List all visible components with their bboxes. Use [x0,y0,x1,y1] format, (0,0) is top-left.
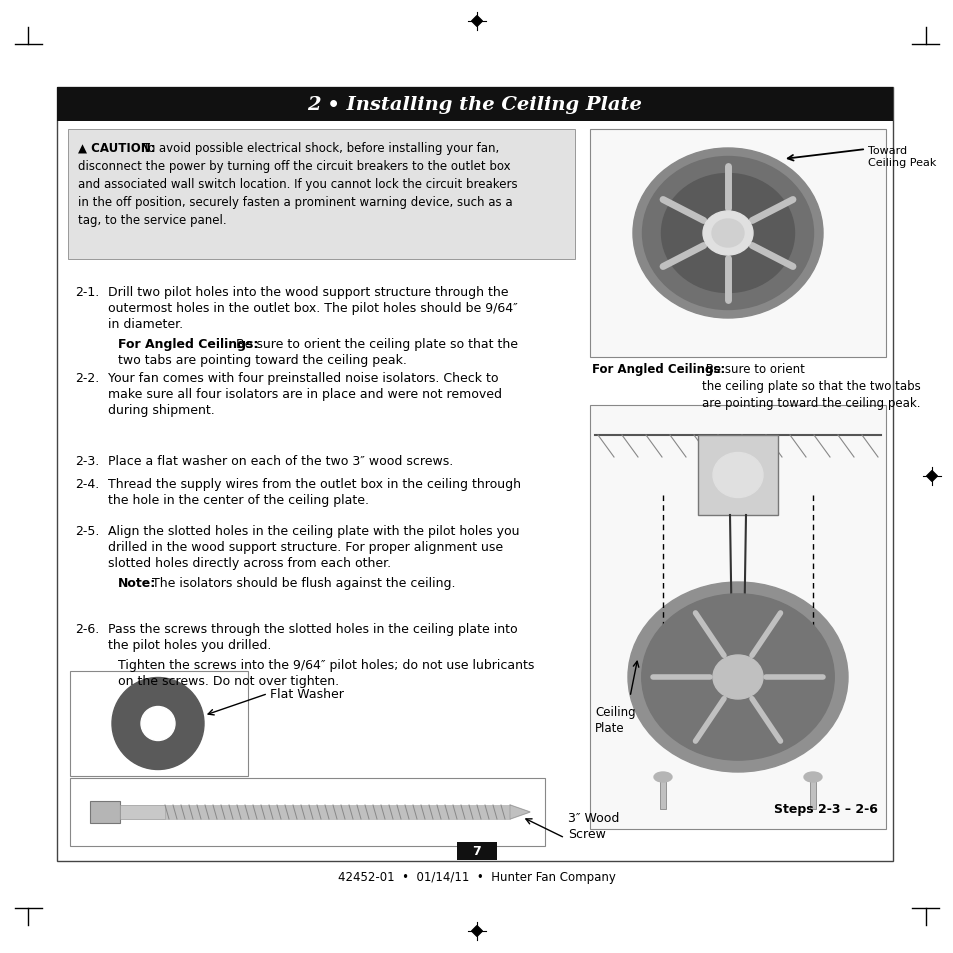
Text: 2-1.: 2-1. [75,286,99,298]
Text: For Angled Ceilings:: For Angled Ceilings: [118,337,258,351]
Ellipse shape [702,212,752,255]
Bar [70,779,544,846]
Text: disconnect the power by turning off the circuit breakers to the outlet box: disconnect the power by turning off the … [78,160,510,172]
Text: 2-2.: 2-2. [75,372,99,385]
Text: 2-4.: 2-4. [75,477,99,491]
Circle shape [112,678,204,770]
Text: Flat Washer: Flat Washer [270,687,343,700]
Text: and associated wall switch location. If you cannot lock the circuit breakers: and associated wall switch location. If … [78,178,517,191]
Text: 3″ Wood
Screw: 3″ Wood Screw [567,811,618,841]
Circle shape [141,707,174,740]
Text: Place a flat washer on each of the two 3″ wood screws.: Place a flat washer on each of the two 3… [108,455,453,468]
Text: To avoid possible electrical shock, before installing your fan,: To avoid possible electrical shock, befo… [139,142,498,154]
Text: Drill two pilot holes into the wood support structure through the: Drill two pilot holes into the wood supp… [108,286,508,298]
Text: the hole in the center of the ceiling plate.: the hole in the center of the ceiling pl… [108,494,369,506]
Text: 2-5.: 2-5. [75,524,99,537]
Text: on the screws. Do not over tighten.: on the screws. Do not over tighten. [118,675,338,687]
Text: in the off position, securely fasten a prominent warning device, such as a: in the off position, securely fasten a p… [78,195,512,209]
Text: in diameter.: in diameter. [108,317,183,331]
Text: Align the slotted holes in the ceiling plate with the pilot holes you: Align the slotted holes in the ceiling p… [108,524,519,537]
Text: Note:: Note: [118,577,156,589]
Polygon shape [925,471,937,482]
Polygon shape [471,925,482,937]
Bar [90,801,120,823]
Ellipse shape [633,149,822,318]
Bar [57,88,892,862]
Ellipse shape [641,595,833,760]
Text: 2-6.: 2-6. [75,622,99,636]
Text: make sure all four isolators are in place and were not removed: make sure all four isolators are in plac… [108,388,501,400]
Text: 2 • Installing the Ceiling Plate: 2 • Installing the Ceiling Plate [307,96,641,113]
Polygon shape [510,805,530,820]
Bar [809,778,815,809]
Ellipse shape [660,174,794,294]
Bar [57,88,892,122]
Text: Your fan comes with four preinstalled noise isolators. Check to: Your fan comes with four preinstalled no… [108,372,498,385]
Bar [456,842,497,861]
Text: Ceiling
Plate: Ceiling Plate [595,705,635,734]
Text: during shipment.: during shipment. [108,403,214,416]
Bar [70,671,248,776]
Text: slotted holes directly across from each other.: slotted holes directly across from each … [108,557,391,569]
Text: Toward
Ceiling Peak: Toward Ceiling Peak [867,146,936,169]
Text: ▲ CAUTION:: ▲ CAUTION: [78,142,155,154]
Text: tag, to the service panel.: tag, to the service panel. [78,213,227,227]
Text: The isolators should be flush against the ceiling.: The isolators should be flush against th… [148,577,455,589]
Bar [120,805,165,820]
Text: Pass the screws through the slotted holes in the ceiling plate into: Pass the screws through the slotted hole… [108,622,517,636]
Text: the pilot holes you drilled.: the pilot holes you drilled. [108,639,271,651]
Text: 7: 7 [472,844,481,858]
Ellipse shape [803,772,821,782]
Bar [659,778,665,809]
Ellipse shape [654,772,671,782]
Ellipse shape [641,157,813,310]
Text: Steps 2-3 – 2-6: Steps 2-3 – 2-6 [773,802,877,815]
Bar [68,130,575,260]
Text: 42452-01  •  01/14/11  •  Hunter Fan Company: 42452-01 • 01/14/11 • Hunter Fan Company [337,871,616,883]
Text: two tabs are pointing toward the ceiling peak.: two tabs are pointing toward the ceiling… [118,354,406,367]
Ellipse shape [627,582,847,772]
Text: Thread the supply wires from the outlet box in the ceiling through: Thread the supply wires from the outlet … [108,477,520,491]
Ellipse shape [712,656,762,700]
Text: Be sure to orient
the ceiling plate so that the two tabs
are pointing toward the: Be sure to orient the ceiling plate so t… [701,363,920,410]
Text: drilled in the wood support structure. For proper alignment use: drilled in the wood support structure. F… [108,540,502,554]
Text: outermost holes in the outlet box. The pilot holes should be 9/64″: outermost holes in the outlet box. The p… [108,302,517,314]
Polygon shape [471,16,482,28]
Text: Be sure to orient the ceiling plate so that the: Be sure to orient the ceiling plate so t… [232,337,517,351]
Bar [589,406,885,829]
Bar [698,436,778,516]
Ellipse shape [712,453,762,498]
Text: Tighten the screws into the 9/64″ pilot holes; do not use lubricants: Tighten the screws into the 9/64″ pilot … [118,659,534,671]
Bar [165,805,510,820]
Bar [589,130,885,357]
Text: For Angled Ceilings:: For Angled Ceilings: [592,363,724,375]
Ellipse shape [711,220,743,248]
Text: 2-3.: 2-3. [75,455,99,468]
